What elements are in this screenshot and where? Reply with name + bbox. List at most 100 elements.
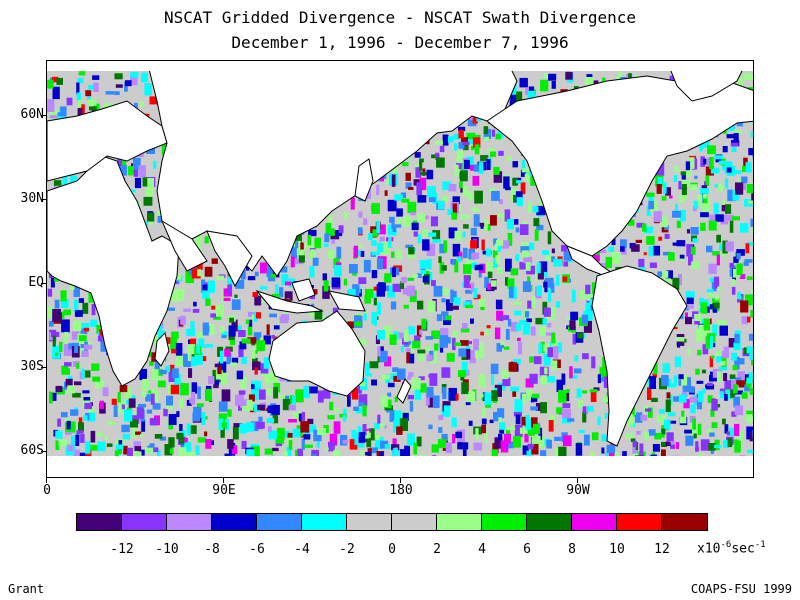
divergence-cell	[648, 193, 654, 203]
divergence-cell	[362, 424, 367, 436]
divergence-cell	[648, 407, 653, 418]
divergence-cell	[506, 427, 516, 431]
divergence-cell	[208, 376, 215, 385]
divergence-cell	[741, 374, 750, 382]
lon-label-90e: 90E	[212, 483, 236, 498]
divergence-cell	[281, 274, 289, 285]
divergence-cell	[685, 291, 695, 298]
divergence-cell	[387, 199, 397, 212]
divergence-cell	[482, 408, 486, 418]
divergence-cell	[681, 179, 691, 188]
divergence-cell	[686, 244, 693, 257]
divergence-cell	[359, 381, 366, 387]
divergence-cell	[734, 405, 744, 416]
divergence-cell	[130, 75, 138, 86]
divergence-cell	[486, 325, 491, 329]
divergence-cell	[219, 350, 224, 364]
divergence-cell	[405, 182, 412, 189]
divergence-cell	[519, 427, 528, 434]
divergence-cell	[527, 424, 535, 436]
divergence-cell	[83, 415, 88, 421]
divergence-cell	[469, 350, 476, 364]
divergence-cell	[694, 175, 698, 179]
divergence-cell	[288, 404, 296, 411]
divergence-cell	[186, 328, 195, 336]
divergence-cell	[636, 431, 641, 435]
divergence-cell	[396, 208, 403, 217]
divergence-cell	[753, 448, 754, 454]
divergence-cell	[593, 387, 600, 391]
divergence-cell	[290, 395, 295, 404]
divergence-cell	[500, 341, 505, 346]
divergence-cell	[519, 261, 528, 270]
divergence-cell	[481, 424, 486, 434]
divergence-cell	[355, 407, 364, 414]
divergence-cell	[690, 227, 699, 235]
divergence-cell	[227, 409, 232, 417]
divergence-cell	[417, 349, 426, 354]
divergence-cell	[679, 195, 686, 202]
divergence-cell	[409, 400, 414, 412]
divergence-cell	[749, 432, 753, 442]
divergence-cell	[380, 395, 389, 407]
divergence-cell	[70, 409, 79, 416]
divergence-cell	[273, 325, 280, 330]
divergence-cell	[659, 409, 665, 414]
divergence-cell	[176, 411, 180, 417]
divergence-cell	[516, 197, 523, 207]
divergence-cell	[512, 177, 518, 186]
divergence-cell	[498, 199, 503, 205]
divergence-cell	[733, 133, 739, 145]
divergence-cell	[239, 341, 247, 350]
divergence-cell	[214, 363, 221, 368]
divergence-cell	[688, 253, 693, 266]
divergence-cell	[577, 332, 584, 339]
divergence-cell	[668, 441, 676, 445]
divergence-cell	[736, 380, 745, 386]
divergence-cell	[358, 402, 365, 407]
divergence-cell	[88, 407, 95, 418]
divergence-cell	[400, 281, 405, 289]
divergence-cell	[267, 426, 272, 433]
divergence-cell	[419, 160, 423, 171]
divergence-cell	[387, 285, 396, 298]
divergence-cell	[64, 362, 72, 367]
divergence-cell	[702, 344, 709, 355]
divergence-cell	[551, 332, 556, 344]
divergence-cell	[533, 218, 540, 227]
divergence-cell	[492, 250, 498, 258]
divergence-cell	[563, 251, 572, 261]
divergence-cell	[106, 443, 113, 447]
divergence-cell	[545, 332, 552, 336]
divergence-cell	[389, 409, 395, 422]
divergence-cell	[83, 344, 93, 350]
divergence-cell	[569, 366, 573, 379]
divergence-cell	[535, 403, 542, 411]
divergence-cell	[723, 439, 729, 448]
divergence-cell	[696, 399, 702, 410]
europe-landmass	[47, 100, 168, 182]
divergence-cell	[569, 375, 578, 379]
divergence-cell	[539, 261, 548, 272]
divergence-cell	[601, 434, 607, 442]
divergence-cell	[391, 444, 400, 451]
divergence-cell	[307, 418, 314, 425]
divergence-cell	[503, 176, 510, 189]
divergence-cell	[737, 358, 745, 365]
divergence-cell	[460, 214, 470, 220]
divergence-cell	[416, 325, 422, 338]
divergence-cell	[534, 356, 542, 365]
divergence-cell	[618, 72, 623, 77]
divergence-cell	[138, 449, 145, 456]
divergence-cell	[724, 178, 729, 189]
divergence-cell	[620, 239, 627, 249]
divergence-cell	[498, 433, 503, 440]
divergence-cell	[454, 259, 459, 273]
divergence-cell	[540, 341, 545, 354]
divergence-cell	[693, 433, 697, 439]
divergence-cell	[394, 447, 398, 455]
divergence-cell	[458, 251, 463, 261]
africa-landmass	[47, 155, 180, 387]
divergence-cell	[474, 346, 483, 359]
divergence-cell	[417, 300, 424, 310]
